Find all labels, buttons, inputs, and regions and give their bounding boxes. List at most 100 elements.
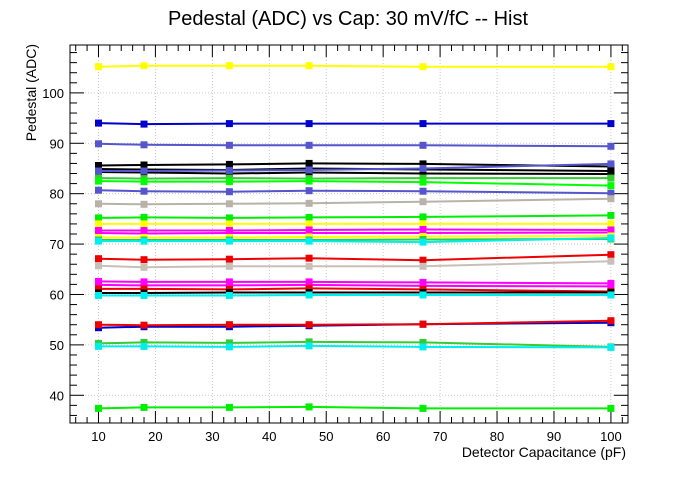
series-25: [95, 291, 615, 299]
data-point: [419, 256, 427, 264]
series-29: [95, 342, 615, 351]
y-axis-label: Pedestal (ADC): [23, 44, 39, 141]
data-point: [305, 141, 313, 149]
y-tick-label: 80: [50, 187, 64, 202]
x-tick-label: 90: [547, 429, 561, 444]
data-point: [140, 285, 148, 293]
data-point: [225, 200, 233, 208]
data-point: [419, 220, 427, 228]
data-point: [305, 199, 313, 207]
series-line: [98, 64, 611, 68]
data-point: [305, 166, 313, 174]
data-point: [95, 63, 102, 71]
data-point: [140, 141, 148, 149]
data-point: [225, 120, 233, 128]
data-point: [419, 343, 427, 351]
data-point: [305, 254, 313, 262]
data-point: [95, 321, 102, 329]
series-line: [98, 253, 611, 262]
series-line: [98, 180, 611, 187]
data-point: [95, 262, 102, 270]
data-point: [607, 317, 615, 325]
data-point: [305, 187, 313, 195]
x-axis-label: Detector Capacitance (pF): [462, 444, 626, 460]
x-tick-label: 80: [490, 429, 504, 444]
series-7: [95, 160, 615, 175]
data-point: [225, 220, 233, 228]
series-line: [98, 122, 611, 126]
data-point: [140, 213, 148, 221]
chart-title: Pedestal (ADC) vs Cap: 30 mV/fC -- Hist: [168, 8, 529, 30]
series-1: [95, 62, 615, 71]
data-point: [95, 237, 102, 245]
data-point: [419, 291, 427, 299]
data-point: [607, 211, 615, 219]
series-line: [98, 162, 611, 168]
data-point: [225, 262, 233, 270]
data-point: [419, 320, 427, 328]
series-line: [98, 189, 611, 195]
data-point: [419, 404, 427, 412]
series-line: [98, 291, 611, 294]
y-tick-label: 90: [50, 136, 64, 151]
data-point: [95, 292, 102, 299]
data-point: [140, 167, 148, 175]
series-18: [95, 234, 615, 246]
series-20: [95, 257, 615, 271]
data-point: [225, 281, 233, 289]
data-point: [607, 189, 615, 197]
data-point: [419, 160, 427, 168]
data-point: [607, 251, 615, 259]
series-line: [98, 237, 611, 244]
data-point: [607, 257, 615, 265]
data-point: [95, 119, 102, 127]
data-point: [419, 198, 427, 206]
data-point: [305, 213, 313, 221]
data-point: [607, 220, 615, 228]
data-point: [225, 403, 233, 411]
series-30: [95, 403, 615, 412]
data-point: [607, 404, 615, 412]
series-line: [98, 283, 611, 288]
data-point: [305, 342, 313, 350]
data-point: [140, 62, 148, 70]
data-point: [140, 338, 148, 346]
data-point: [140, 321, 148, 329]
data-point: [225, 229, 233, 237]
data-point: [607, 282, 615, 290]
x-tick-label: 10: [91, 429, 105, 444]
data-point: [607, 234, 615, 242]
data-point: [225, 62, 233, 70]
y-tick-label: 100: [42, 86, 64, 101]
x-tick-label: 40: [262, 429, 276, 444]
data-point: [140, 187, 148, 195]
series-line: [98, 214, 611, 219]
series-10: [95, 186, 615, 197]
data-point: [95, 214, 102, 222]
data-point: [140, 237, 148, 245]
data-point: [225, 339, 233, 347]
data-point: [95, 285, 102, 293]
series-line: [98, 340, 611, 348]
data-point: [305, 262, 313, 270]
data-point: [305, 159, 313, 167]
data-point: [225, 167, 233, 174]
data-point: [419, 63, 427, 71]
series-line: [98, 238, 611, 241]
series-28: [95, 338, 615, 351]
series-line: [98, 171, 611, 175]
data-point: [305, 321, 313, 329]
data-point: [419, 165, 427, 172]
series-line: [98, 405, 611, 410]
data-point: [419, 120, 427, 128]
data-point: [607, 142, 615, 150]
x-tick-label: 50: [319, 429, 333, 444]
data-point: [225, 141, 233, 149]
data-point: [225, 255, 233, 263]
data-point: [95, 281, 102, 289]
data-point: [225, 237, 233, 245]
series-12: [95, 211, 615, 222]
data-point: [225, 178, 233, 186]
data-point: [140, 263, 148, 271]
series-line: [98, 228, 611, 232]
